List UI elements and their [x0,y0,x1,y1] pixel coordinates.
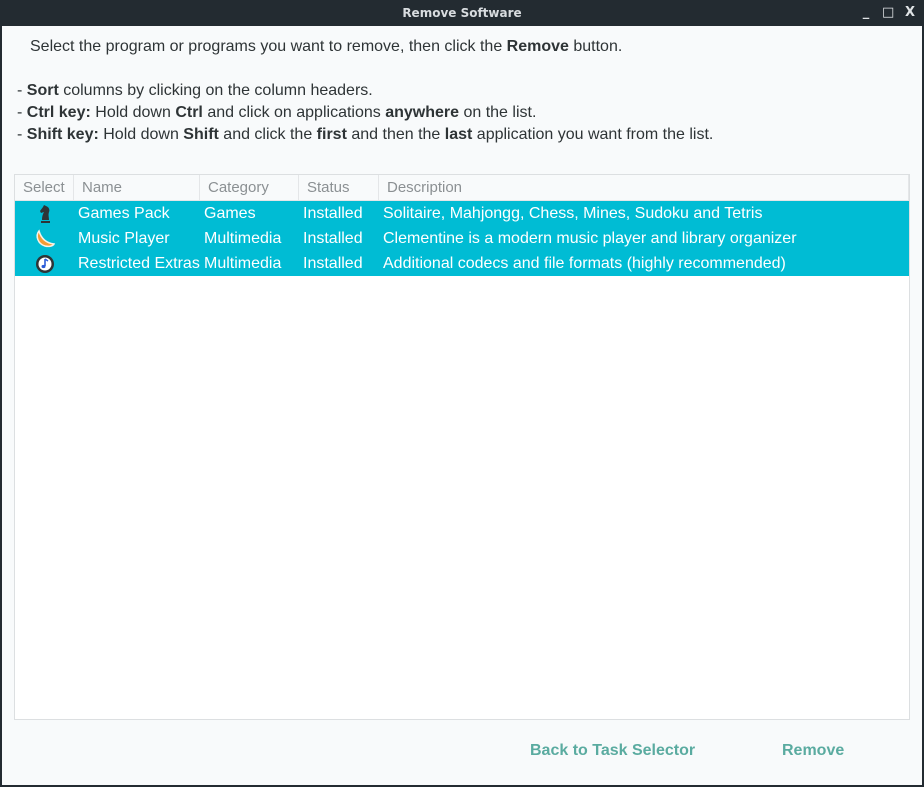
instruction-line: - Shift key: Hold down Shift and click t… [17,124,713,146]
instruction-text: and click on applications [202,104,386,121]
instructions-intro: Select the program or programs you want … [30,38,622,56]
app-name: Restricted Extras [78,255,200,272]
table-row[interactable]: Music Player Multimedia Installed Clemen… [15,226,909,251]
column-header-select[interactable]: Select [15,175,74,200]
intro-text-end: button. [568,38,623,55]
close-button[interactable]: X [904,5,916,20]
chess-knight-icon [15,201,74,226]
instruction-text: Ctrl [175,104,203,121]
instruction-text: and click the [218,126,317,143]
table-header: Select Name Category Status Description [15,175,909,201]
instruction-text: Sort [26,82,59,99]
instruction-text: anywhere [385,104,460,121]
clementine-icon [15,226,74,251]
software-table[interactable]: Select Name Category Status Description … [14,174,910,720]
column-header-category[interactable]: Category [200,175,299,200]
intro-bold: Remove [506,38,569,55]
app-description: Clementine is a modern music player and … [383,230,797,247]
window-title: Remove Software [402,6,522,20]
instruction-line: - Ctrl key: Hold down Ctrl and click on … [17,102,713,124]
app-description: Solitaire, Mahjongg, Chess, Mines, Sudok… [383,205,763,222]
column-header-description[interactable]: Description [379,175,909,200]
app-status: Installed [303,205,363,222]
column-header-status[interactable]: Status [299,175,379,200]
app-status: Installed [303,255,363,272]
title-bar: Remove Software _ □ X [0,0,924,26]
remove-button[interactable]: Remove [782,742,845,759]
app-category: Multimedia [204,255,282,272]
instruction-text: Shift key: [26,126,99,143]
app-category: Multimedia [204,230,282,247]
back-to-task-selector-button[interactable]: Back to Task Selector [530,742,696,759]
app-name: Music Player [78,230,170,247]
column-header-name[interactable]: Name [74,175,200,200]
table-row[interactable]: Restricted Extras Multimedia Installed A… [15,251,909,276]
instruction-text: first [316,126,347,143]
instruction-line: - Sort columns by clicking on the column… [17,80,713,102]
instruction-text: and then the [346,126,445,143]
music-note-icon [15,251,74,276]
instruction-text: columns by clicking on the column header… [58,82,373,99]
instruction-text: - [17,126,27,143]
window-content: Select the program or programs you want … [2,26,922,785]
instruction-text: Ctrl key: [26,104,91,121]
instructions-list: - Sort columns by clicking on the column… [17,80,713,146]
app-description: Additional codecs and file formats (high… [383,255,786,272]
instruction-text: on the list. [459,104,537,121]
table-row[interactable]: Games Pack Games Installed Solitaire, Ma… [15,201,909,226]
instruction-text: application you want from the list. [472,126,714,143]
instruction-text: - [17,82,27,99]
intro-text: Select the program or programs you want … [30,38,507,55]
app-status: Installed [303,230,363,247]
minimize-button[interactable]: _ [862,5,870,20]
instruction-text: - [17,104,27,121]
app-category: Games [204,205,256,222]
maximize-button[interactable]: □ [882,5,895,20]
instruction-text: Hold down [90,104,176,121]
instruction-text: Hold down [98,126,184,143]
instruction-text: Shift [183,126,219,143]
instruction-text: last [444,126,473,143]
app-name: Games Pack [78,205,170,222]
